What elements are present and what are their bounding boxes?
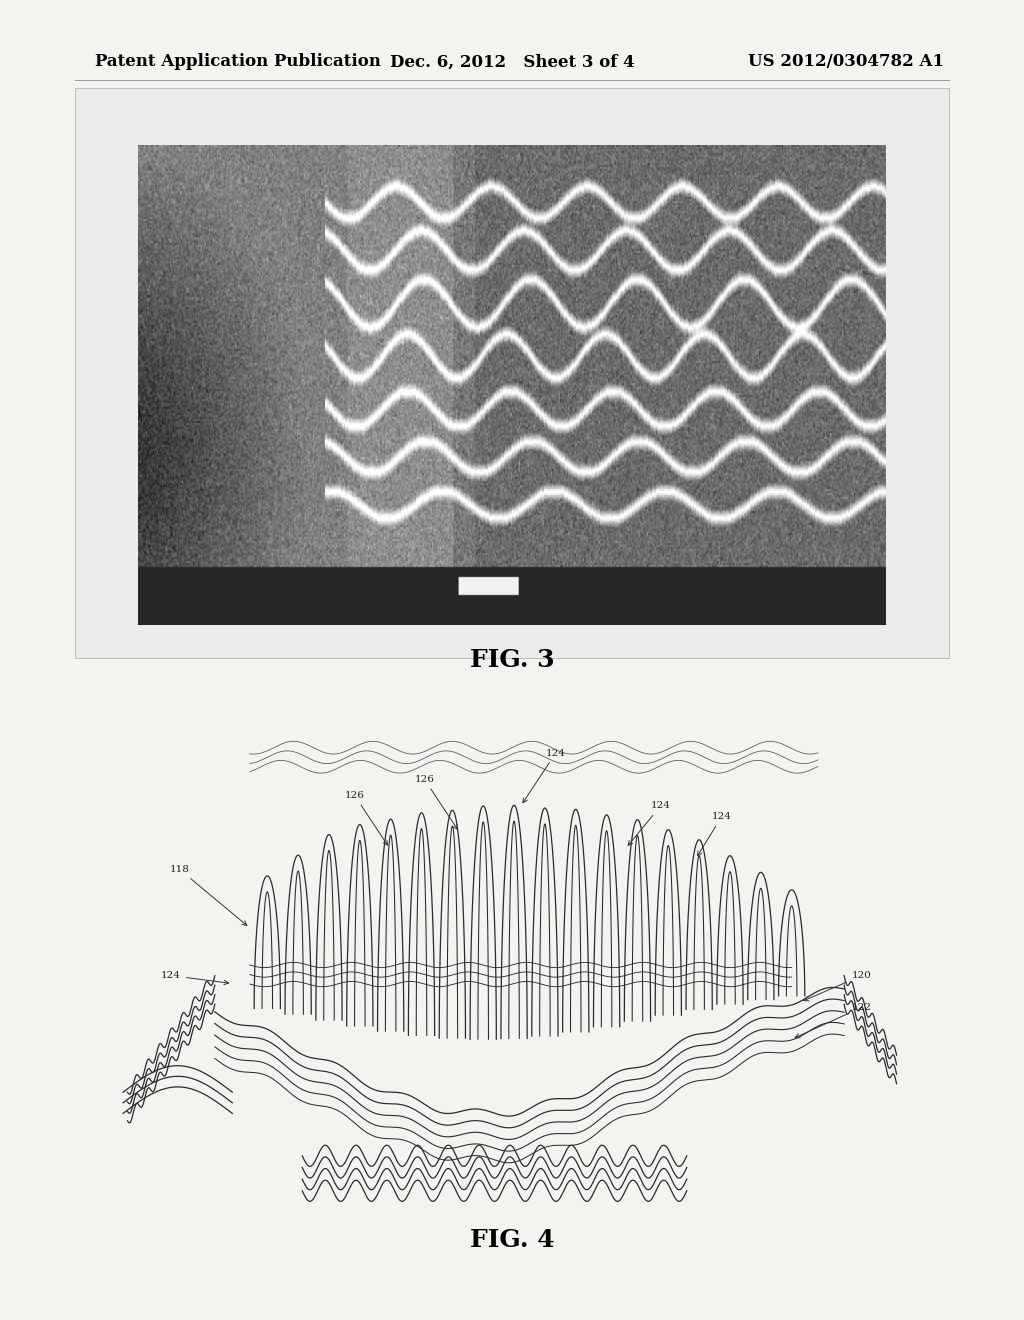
Text: Dec. 6, 2012   Sheet 3 of 4: Dec. 6, 2012 Sheet 3 of 4 xyxy=(390,54,634,70)
Text: Patent Application Publication: Patent Application Publication xyxy=(95,54,381,70)
Bar xyxy=(75,88,949,657)
Text: 126: 126 xyxy=(415,775,458,829)
Text: 124: 124 xyxy=(523,748,565,803)
Text: 120: 120 xyxy=(804,972,871,1001)
Text: FIG. 4: FIG. 4 xyxy=(470,1228,554,1251)
Text: 124: 124 xyxy=(161,972,228,985)
Text: 124: 124 xyxy=(697,812,732,855)
Text: 118: 118 xyxy=(170,865,247,925)
Text: 126: 126 xyxy=(345,791,387,845)
Text: FIG. 3: FIG. 3 xyxy=(470,648,554,672)
Text: 124: 124 xyxy=(628,801,671,845)
Text: US 2012/0304782 A1: US 2012/0304782 A1 xyxy=(748,54,944,70)
Text: 122: 122 xyxy=(796,1003,871,1038)
